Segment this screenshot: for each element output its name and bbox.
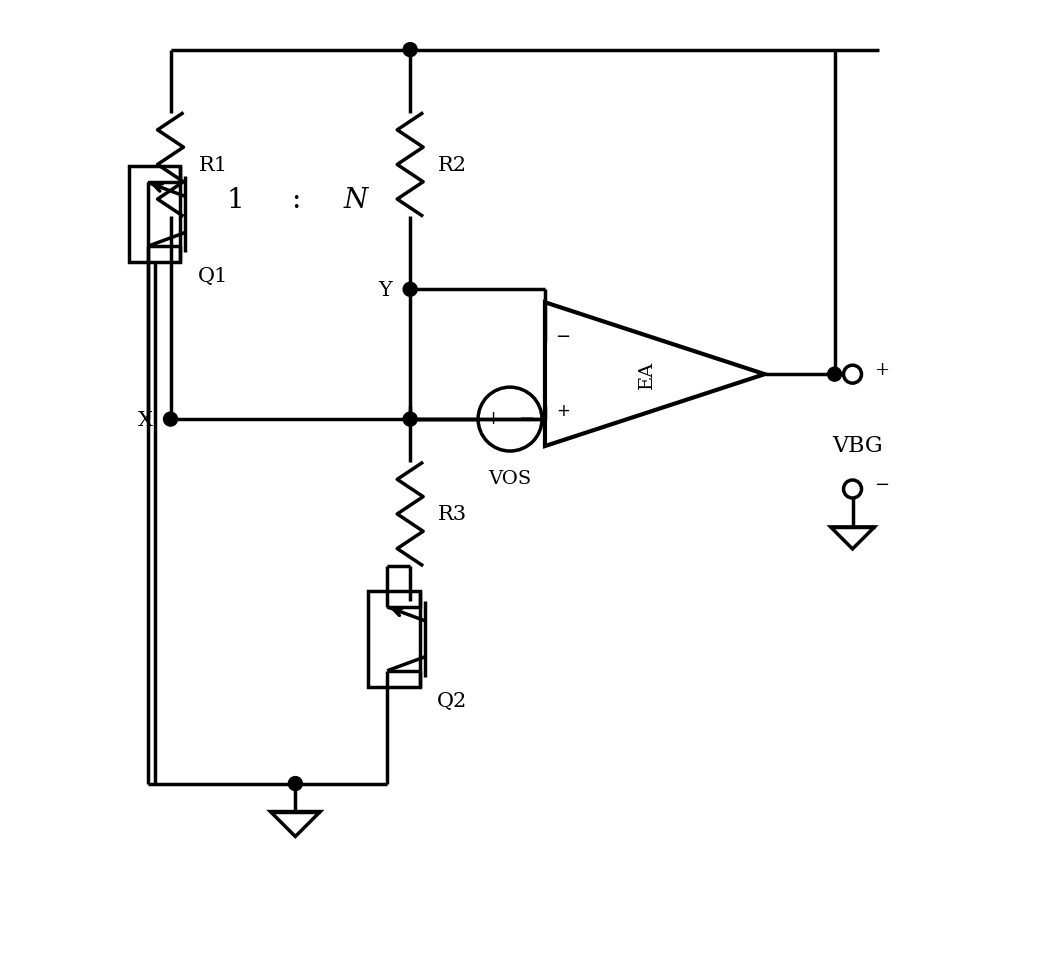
Circle shape <box>843 365 861 384</box>
Circle shape <box>827 368 841 382</box>
Text: −: − <box>875 476 890 493</box>
Circle shape <box>404 44 417 57</box>
Circle shape <box>843 481 861 498</box>
Text: 1: 1 <box>227 187 245 214</box>
Text: VBG: VBG <box>833 435 883 456</box>
Text: X: X <box>138 410 153 429</box>
Text: Q1: Q1 <box>197 267 228 286</box>
Circle shape <box>289 777 302 791</box>
Text: −: − <box>520 410 535 427</box>
Text: R1: R1 <box>198 156 228 174</box>
Circle shape <box>163 413 177 426</box>
Text: R3: R3 <box>438 505 467 524</box>
Text: −: − <box>555 328 570 346</box>
Text: :: : <box>291 187 300 214</box>
Text: +: + <box>485 410 500 427</box>
Text: VOS: VOS <box>488 470 531 487</box>
Bar <box>368 591 421 687</box>
Circle shape <box>404 283 417 297</box>
Text: EA: EA <box>638 360 656 389</box>
Text: +: + <box>875 360 890 379</box>
Bar <box>129 168 180 263</box>
Text: +: + <box>557 402 570 420</box>
Circle shape <box>404 413 417 426</box>
Text: R2: R2 <box>438 156 467 174</box>
Text: N: N <box>344 187 368 214</box>
Text: Q2: Q2 <box>437 691 467 710</box>
Text: Y: Y <box>378 280 392 299</box>
